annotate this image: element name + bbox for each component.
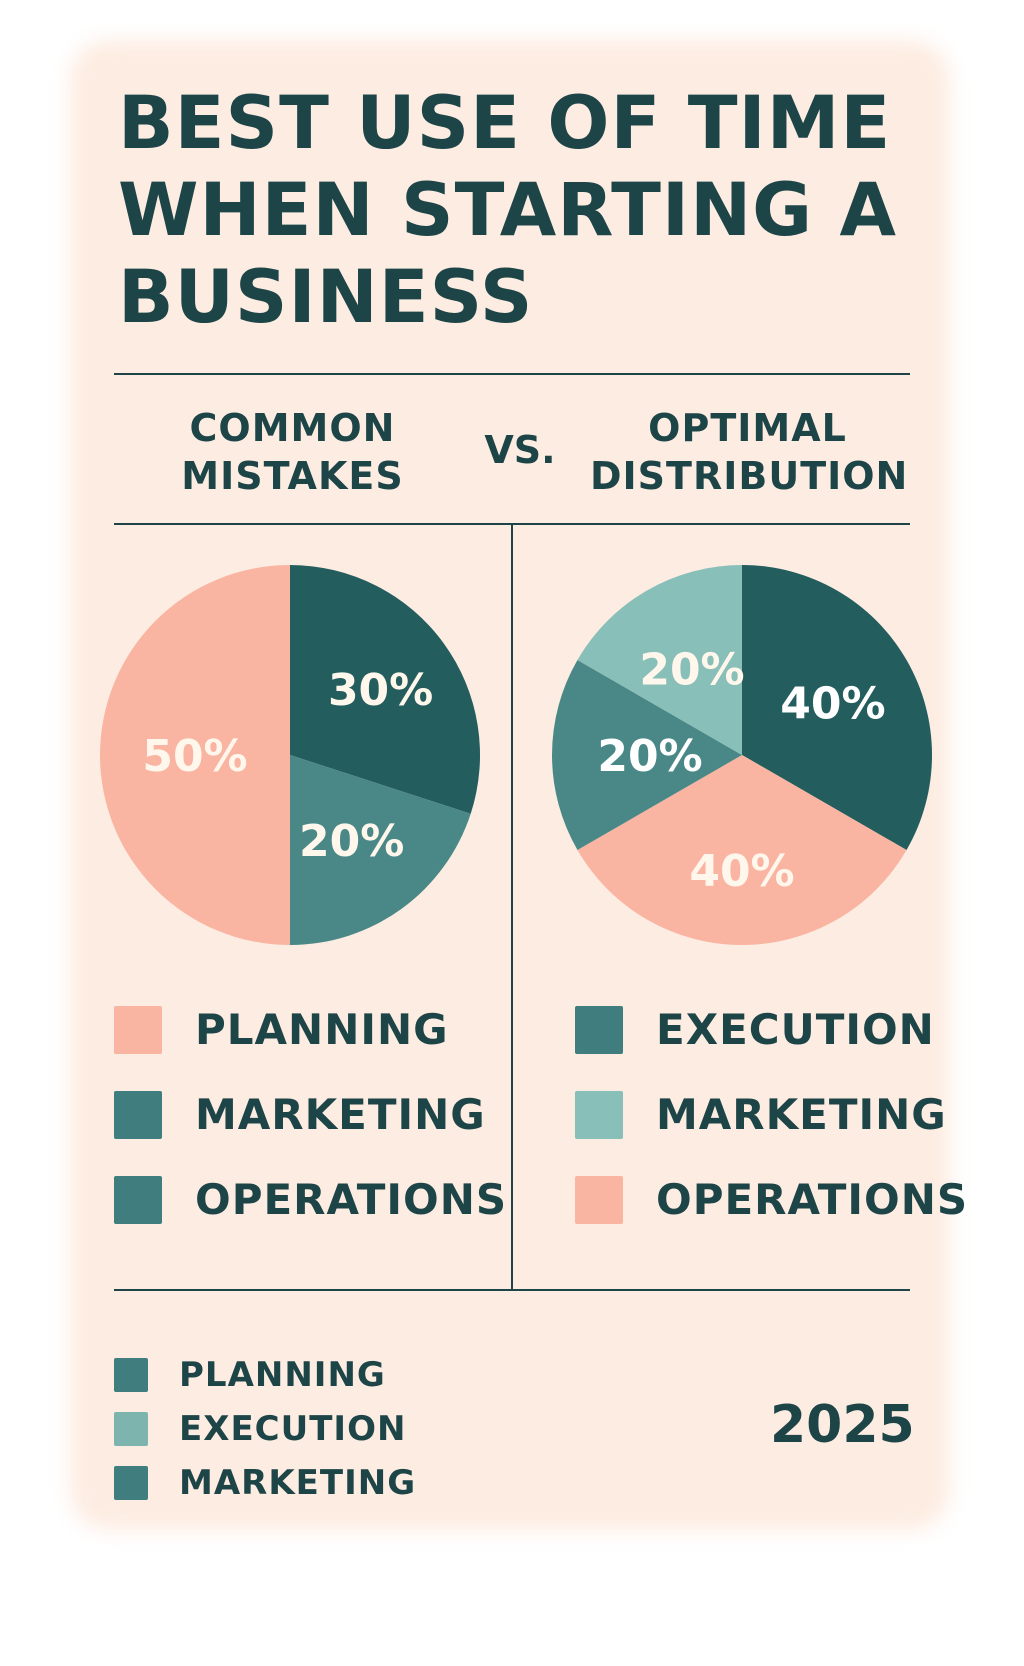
legend-swatch <box>114 1358 148 1392</box>
top-divider <box>114 373 910 375</box>
pie-slice-label: 30% <box>328 665 433 716</box>
legend-label: PLANNING <box>195 1005 449 1054</box>
pie-slice-label: 20% <box>639 644 744 695</box>
legend-item: MARKETING <box>114 1090 486 1139</box>
legend-item: EXECUTION <box>575 1005 935 1054</box>
bottom-legend: PLANNING EXECUTION MARKETING <box>114 1355 474 1515</box>
legend-item: MARKETING <box>114 1463 416 1503</box>
legend-label: EXECUTION <box>656 1005 935 1054</box>
legend-item: OPERATIONS <box>575 1175 968 1224</box>
legend-label: MARKETING <box>195 1090 486 1139</box>
legend-item: MARKETING <box>575 1090 947 1139</box>
legend-optimal-distribution: EXECUTION MARKETING OPERATIONS <box>575 1005 967 1255</box>
pie-slice <box>290 565 480 814</box>
pie-slice-label: 20% <box>597 731 702 782</box>
header-optimal-distribution-line1: OPTIMAL <box>648 406 847 450</box>
legend-label: OPERATIONS <box>195 1175 508 1224</box>
pie-slice-label: 40% <box>689 846 794 897</box>
legend-item: PLANNING <box>114 1355 386 1395</box>
vs-label: VS. <box>484 428 556 472</box>
pie-slice <box>100 565 290 945</box>
header-divider <box>114 523 910 525</box>
header-optimal-distribution: OPTIMAL DISTRIBUTION <box>590 404 909 500</box>
header-common-mistakes: COMMON MISTAKES <box>150 404 435 500</box>
pie-chart-common-mistakes: 30% 20% 50% <box>100 565 480 945</box>
pie-slice-label: 50% <box>142 731 247 782</box>
legend-label: EXECUTION <box>179 1409 407 1449</box>
header-optimal-distribution-line2: DISTRIBUTION <box>590 454 909 498</box>
pie-slice <box>577 755 907 945</box>
legend-swatch <box>114 1466 148 1500</box>
header-common-mistakes-line1: COMMON <box>189 406 396 450</box>
legend-label: OPERATIONS <box>656 1175 969 1224</box>
center-divider <box>511 525 513 1289</box>
legend-item: PLANNING <box>114 1005 449 1054</box>
legend-swatch <box>114 1090 162 1139</box>
legend-swatch <box>114 1175 162 1224</box>
header-common-mistakes-line2: MISTAKES <box>181 454 404 498</box>
legend-swatch <box>575 1175 623 1224</box>
legend-item: EXECUTION <box>114 1409 406 1449</box>
pie-slice <box>290 755 471 945</box>
legend-label: PLANNING <box>179 1355 386 1395</box>
pie-slice-label: 20% <box>299 816 404 867</box>
legend-item: OPERATIONS <box>114 1175 507 1224</box>
page-title: BEST USE OF TIME WHEN STARTING A BUSINES… <box>118 81 898 340</box>
pie-slice <box>742 565 932 850</box>
bottom-divider <box>114 1289 910 1291</box>
legend-swatch <box>575 1090 623 1139</box>
legend-swatch <box>114 1005 162 1054</box>
legend-swatch <box>114 1412 148 1446</box>
legend-label: MARKETING <box>656 1090 947 1139</box>
legend-swatch <box>575 1005 623 1054</box>
pie-slice <box>577 565 742 755</box>
legend-common-mistakes: PLANNING MARKETING OPERATIONS <box>114 1005 506 1255</box>
legend-label: MARKETING <box>179 1463 417 1503</box>
pie-slice-label: 40% <box>780 679 885 730</box>
year-label: 2025 <box>770 1395 915 1455</box>
pie-slice <box>552 660 742 850</box>
pie-chart-optimal-distribution: 40% 40% 20% 20% <box>552 565 932 945</box>
